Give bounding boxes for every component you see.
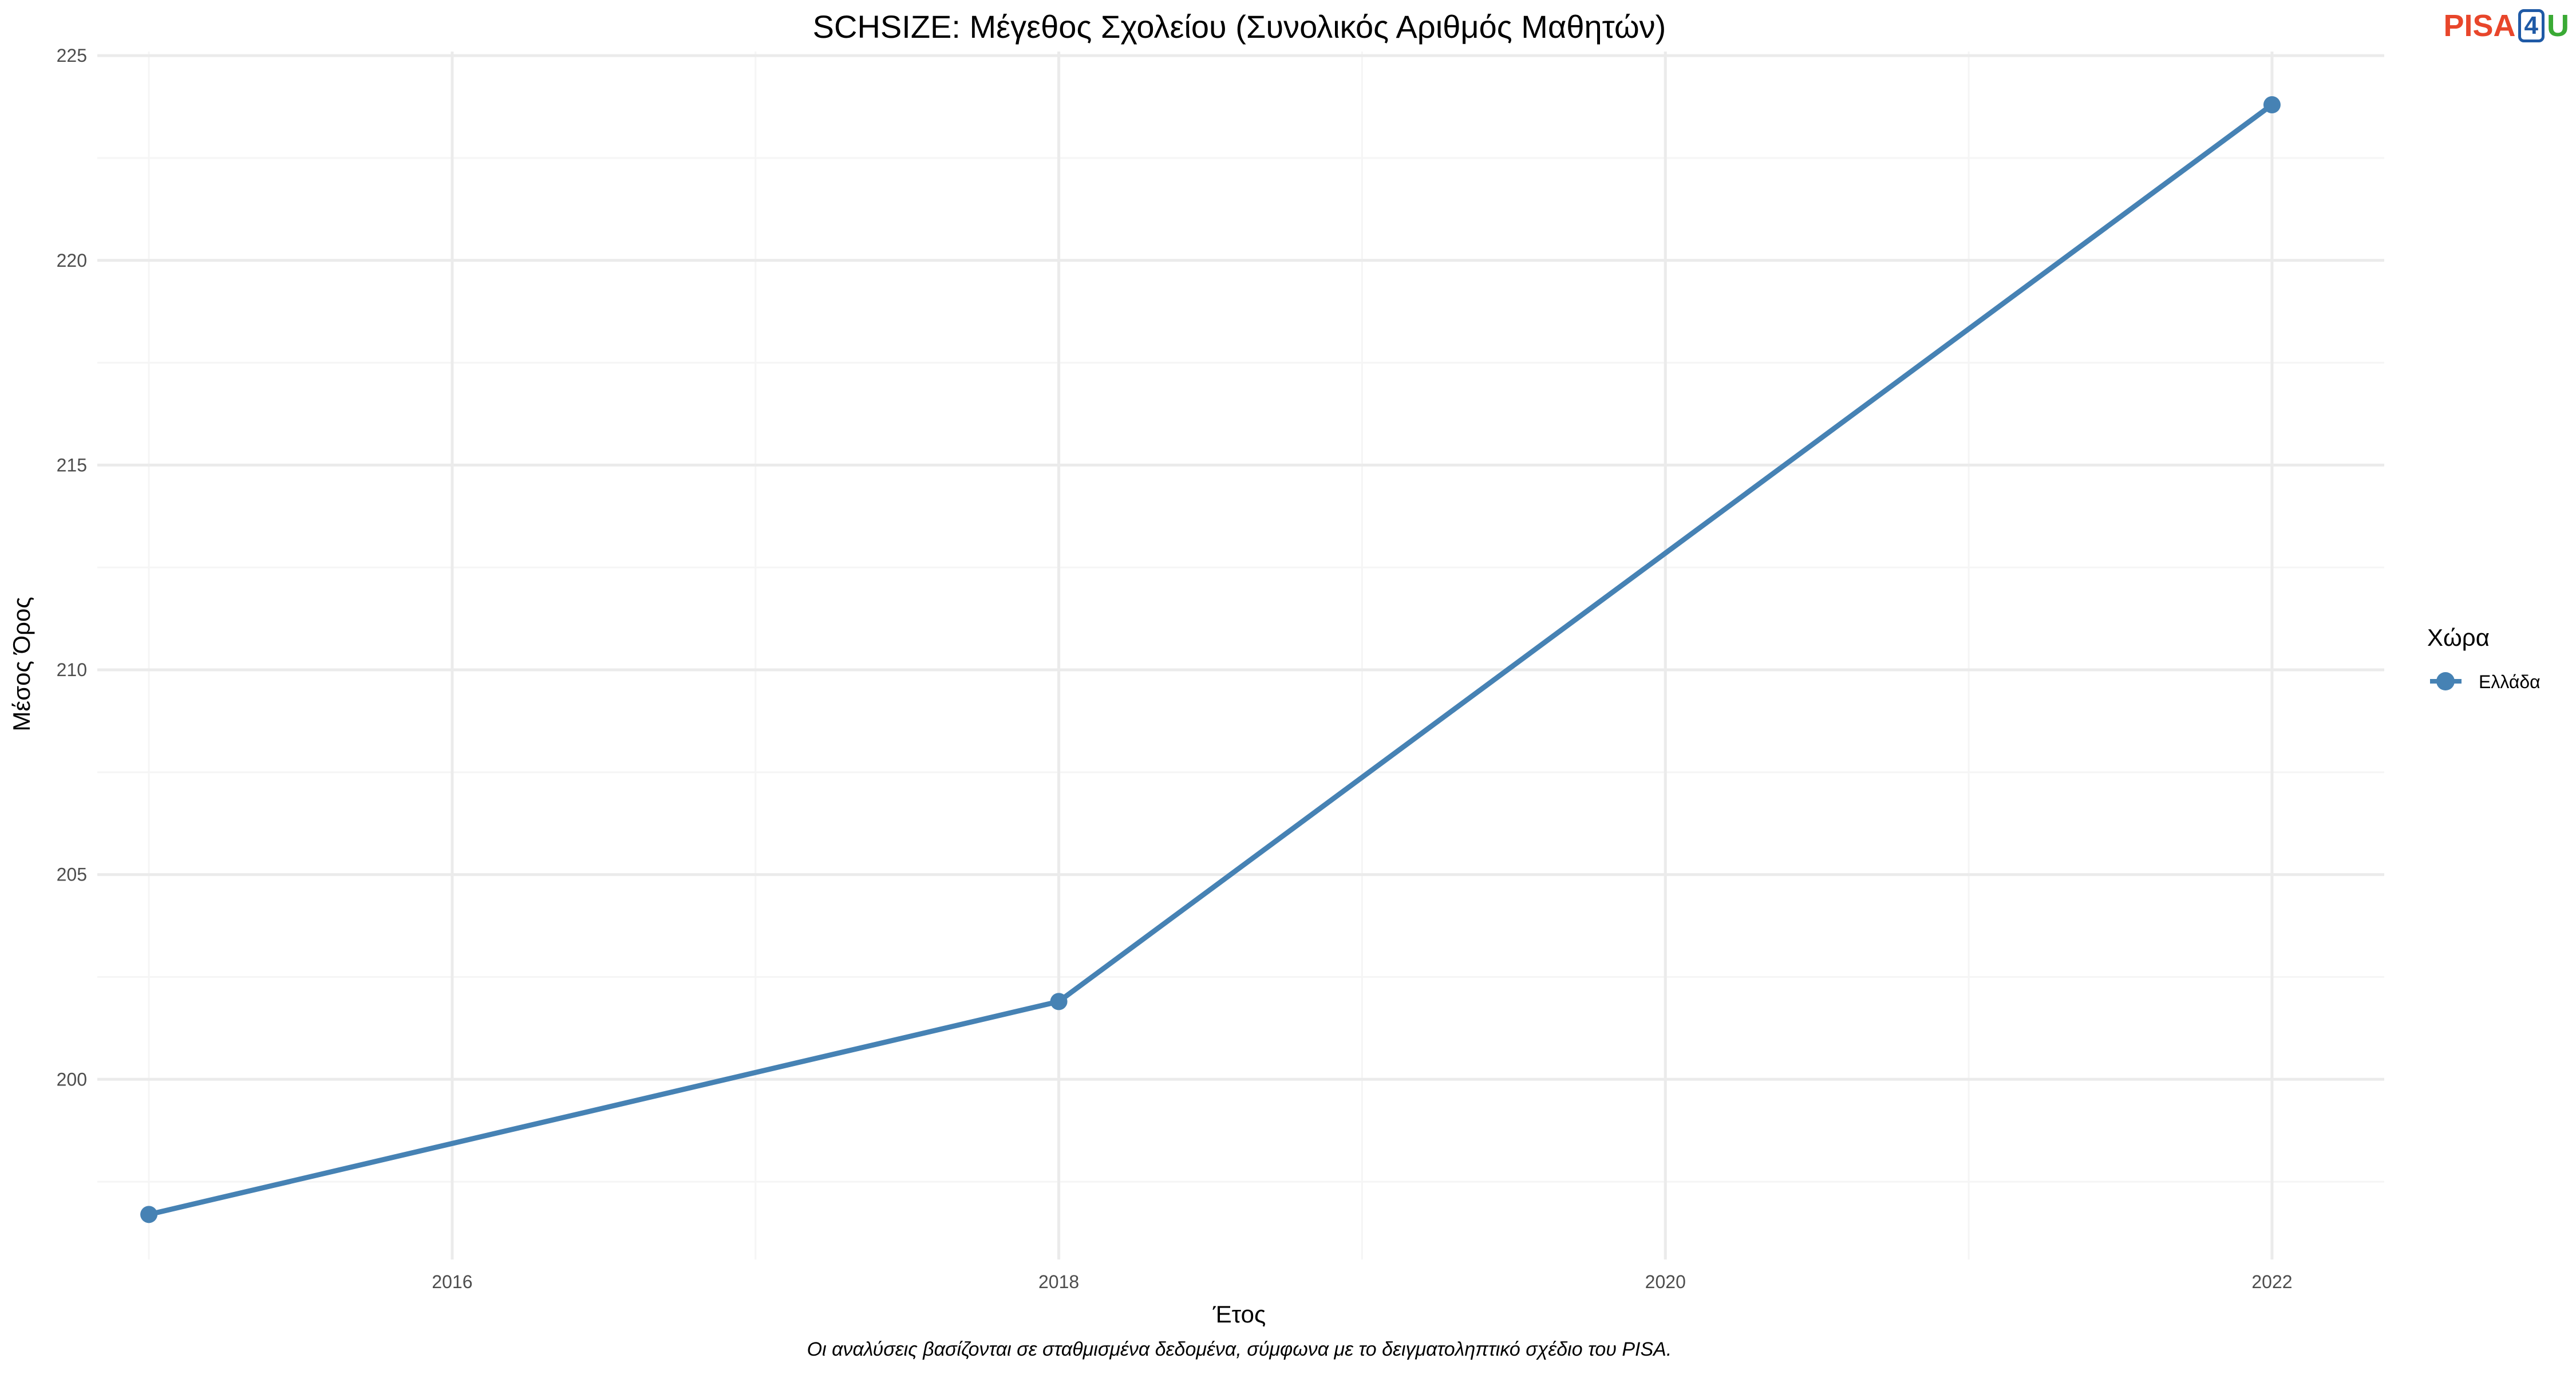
caption: Οι αναλύσεις βασίζονται σε σταθμισμένα δ… bbox=[807, 1339, 1672, 1360]
series-line bbox=[148, 102, 2274, 1217]
y-tick-label: 205 bbox=[57, 864, 87, 885]
data-point bbox=[2263, 96, 2281, 113]
data-point bbox=[1050, 993, 1068, 1010]
legend-key-point bbox=[2436, 672, 2455, 690]
legend: Χώρα Ελλάδα bbox=[2427, 624, 2541, 692]
data-point bbox=[140, 1206, 158, 1223]
x-tick-label: 2018 bbox=[1038, 1272, 1079, 1292]
x-axis-title: Έτος bbox=[1212, 1301, 1266, 1328]
y-tick-label: 215 bbox=[57, 455, 87, 475]
chart-title: SCHSIZE: Μέγεθος Σχολείου (Συνολικός Αρι… bbox=[813, 9, 1666, 45]
logo-text-u: U bbox=[2547, 9, 2569, 43]
series-layer bbox=[140, 96, 2281, 1223]
y-tick-label: 220 bbox=[57, 250, 87, 271]
logo-text-pisa: PISA bbox=[2443, 9, 2516, 43]
y-tick-label: 225 bbox=[57, 45, 87, 66]
logo-text-4: 4 bbox=[2518, 9, 2545, 42]
y-axis-title: Μέσος Όρος bbox=[8, 597, 35, 732]
tick-labels: 200 205 210 215 220 225 2016 2018 2020 2022 bbox=[57, 45, 2293, 1292]
x-tick-label: 2020 bbox=[1645, 1272, 1686, 1292]
legend-label: Ελλάδα bbox=[2479, 672, 2541, 692]
grid-lines bbox=[97, 52, 2384, 1260]
y-tick-label: 200 bbox=[57, 1069, 87, 1089]
x-tick-label: 2016 bbox=[432, 1272, 472, 1292]
x-tick-label: 2022 bbox=[2251, 1272, 2292, 1292]
y-tick-label: 210 bbox=[57, 660, 87, 680]
legend-title: Χώρα bbox=[2427, 624, 2490, 651]
pisa4u-logo: PISA 4 U bbox=[2443, 8, 2569, 44]
